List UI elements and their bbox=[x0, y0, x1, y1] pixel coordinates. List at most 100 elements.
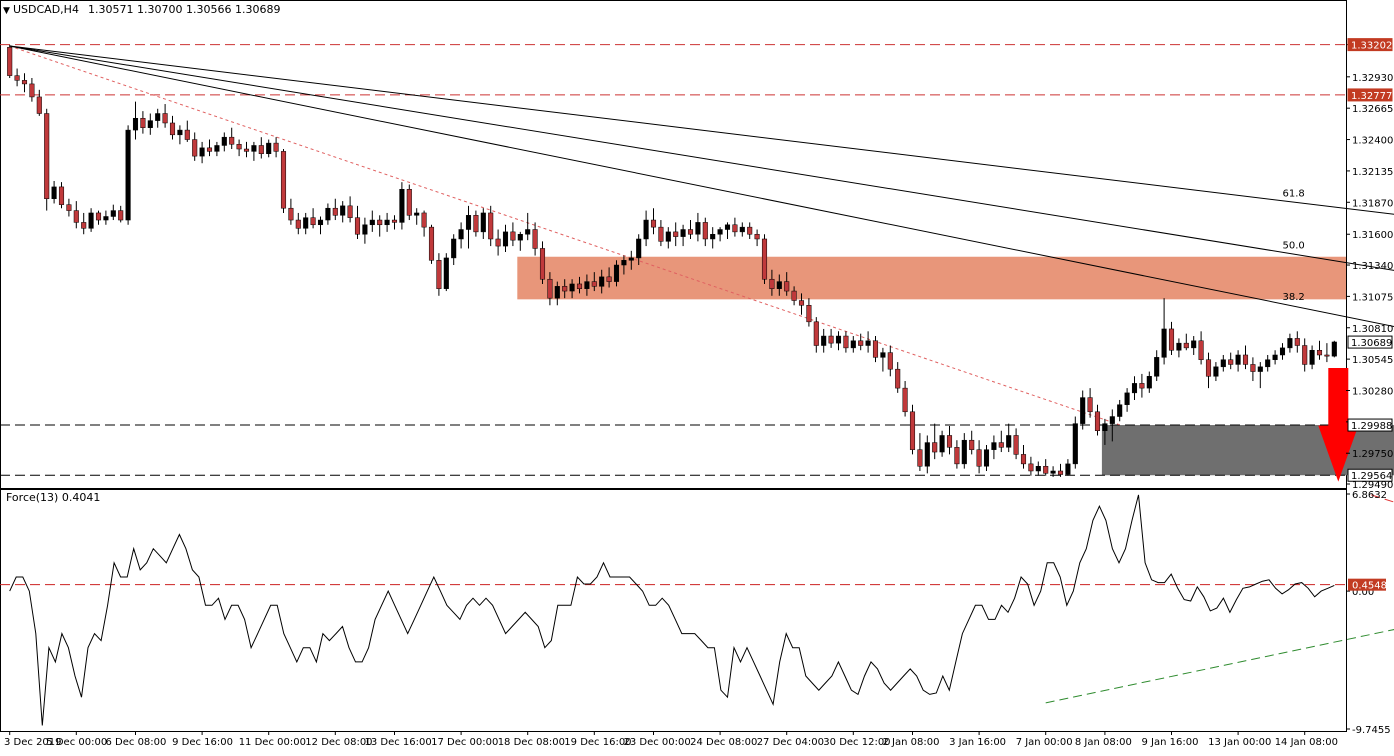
candle-body bbox=[66, 204, 72, 211]
price-axis-tick-label: 1.32400 bbox=[1352, 136, 1393, 147]
force-indicator-label: Force(13) 0.4041 bbox=[6, 491, 100, 504]
candle-body bbox=[51, 186, 57, 199]
candle-body bbox=[377, 219, 383, 226]
force-axis-tick-label: 6.8632 bbox=[1352, 490, 1387, 501]
candle-body bbox=[1035, 465, 1041, 472]
level-price-tag-label: 1.29988 bbox=[1351, 421, 1392, 432]
candle-body bbox=[1043, 465, 1049, 474]
time-axis-tick-label: 19 Dec 16:00 bbox=[564, 737, 631, 748]
candle-body bbox=[983, 449, 990, 467]
candle-body bbox=[414, 212, 420, 216]
candle-body bbox=[895, 368, 901, 389]
time-axis-tick-label: 13 Dec 16:00 bbox=[365, 737, 432, 748]
price-axis-tick-label: 1.32135 bbox=[1352, 167, 1393, 178]
current-price-tag bbox=[1347, 335, 1393, 349]
candle-body bbox=[221, 136, 227, 146]
candle-body bbox=[613, 264, 620, 282]
candle-body bbox=[1028, 463, 1034, 472]
candle-body bbox=[118, 210, 124, 221]
candle-body bbox=[1080, 397, 1086, 424]
candle-body bbox=[1087, 397, 1093, 413]
candle-body bbox=[502, 231, 509, 247]
candle-body bbox=[125, 129, 131, 221]
price-pane-frame bbox=[0, 0, 1347, 489]
candle-body bbox=[695, 222, 701, 235]
candle-body bbox=[813, 321, 819, 346]
candle-body bbox=[1057, 470, 1064, 475]
candle-body bbox=[961, 439, 967, 465]
candle-body bbox=[909, 411, 916, 450]
candle-body bbox=[769, 278, 775, 289]
candle-body bbox=[724, 224, 731, 230]
candle-body bbox=[702, 222, 708, 240]
candle-body bbox=[458, 229, 464, 240]
candle-body bbox=[280, 151, 287, 209]
candle-body bbox=[1117, 404, 1123, 417]
force-pane-frame bbox=[0, 489, 1347, 732]
candle-body bbox=[784, 281, 790, 292]
level-price-tag-label: 1.29564 bbox=[1351, 471, 1392, 482]
candle-body bbox=[73, 210, 79, 223]
candle-body bbox=[317, 219, 324, 226]
price-axis-tick-label: 1.31870 bbox=[1352, 198, 1393, 209]
candle-body bbox=[1146, 376, 1152, 389]
candle-body bbox=[406, 189, 412, 216]
candle-body bbox=[710, 233, 716, 240]
candle-body bbox=[199, 147, 205, 157]
candle-body bbox=[88, 212, 94, 229]
candles-layer bbox=[7, 44, 1337, 477]
force-axis-tick-label: -9.7455 bbox=[1352, 725, 1391, 736]
header-layer: ▼ USDCAD,H4 1.30571 1.30700 1.30566 1.30… bbox=[3, 3, 280, 504]
candle-body bbox=[258, 145, 264, 155]
candle-body bbox=[636, 238, 642, 259]
candle-body bbox=[532, 229, 538, 249]
candle-body bbox=[510, 231, 516, 241]
price-axis-tick-label: 1.30810 bbox=[1352, 324, 1393, 335]
time-axis-tick-label: 3 Dec 2019 bbox=[4, 737, 62, 748]
candle-body bbox=[1072, 423, 1078, 465]
force-oscillator-layer bbox=[0, 494, 1394, 726]
candle-body bbox=[621, 260, 627, 266]
candle-body bbox=[1272, 354, 1278, 360]
candle-body bbox=[303, 217, 309, 229]
candle-body bbox=[14, 75, 20, 81]
candle-body bbox=[488, 212, 494, 240]
candle-body bbox=[1242, 354, 1249, 365]
time-axis-tick-label: 11 Dec 00:00 bbox=[239, 737, 306, 748]
candle-body bbox=[1213, 366, 1219, 377]
price-axis-tick-label: 1.32665 bbox=[1352, 104, 1393, 115]
level-price-tag-label: 1.32777 bbox=[1351, 91, 1392, 102]
candle-body bbox=[517, 233, 523, 241]
candle-body bbox=[717, 229, 723, 235]
candle-body bbox=[347, 205, 353, 218]
candle-body bbox=[732, 224, 738, 233]
candle-body bbox=[798, 300, 805, 306]
candle-body bbox=[865, 340, 871, 346]
candle-body bbox=[954, 447, 960, 465]
candle-body bbox=[140, 117, 146, 128]
candle-body bbox=[192, 139, 198, 157]
candle-body bbox=[1168, 328, 1175, 351]
candle-body bbox=[650, 219, 657, 228]
candle-body bbox=[7, 46, 13, 76]
time-axis-tick-label: 24 Dec 08:00 bbox=[690, 737, 757, 748]
candle-body bbox=[1102, 423, 1108, 431]
candle-body bbox=[976, 449, 982, 467]
candle-body bbox=[495, 238, 501, 247]
price-axis-tick-label: 1.31075 bbox=[1352, 292, 1393, 303]
force-line bbox=[9, 494, 1335, 726]
candle-body bbox=[36, 96, 42, 114]
candle-body bbox=[288, 207, 294, 221]
candle-body bbox=[332, 207, 338, 216]
fib-fan-line bbox=[9, 45, 1394, 215]
candle-body bbox=[628, 257, 634, 261]
candle-body bbox=[1235, 354, 1241, 365]
candle-body bbox=[584, 281, 590, 289]
fib-fan-label: 38.2 bbox=[1283, 292, 1305, 303]
candle-body bbox=[1131, 383, 1138, 394]
symbol-menu-icon[interactable]: ▼ bbox=[3, 6, 10, 16]
time-axis-tick-label: 9 Dec 16:00 bbox=[172, 737, 233, 748]
candle-body bbox=[443, 257, 449, 289]
